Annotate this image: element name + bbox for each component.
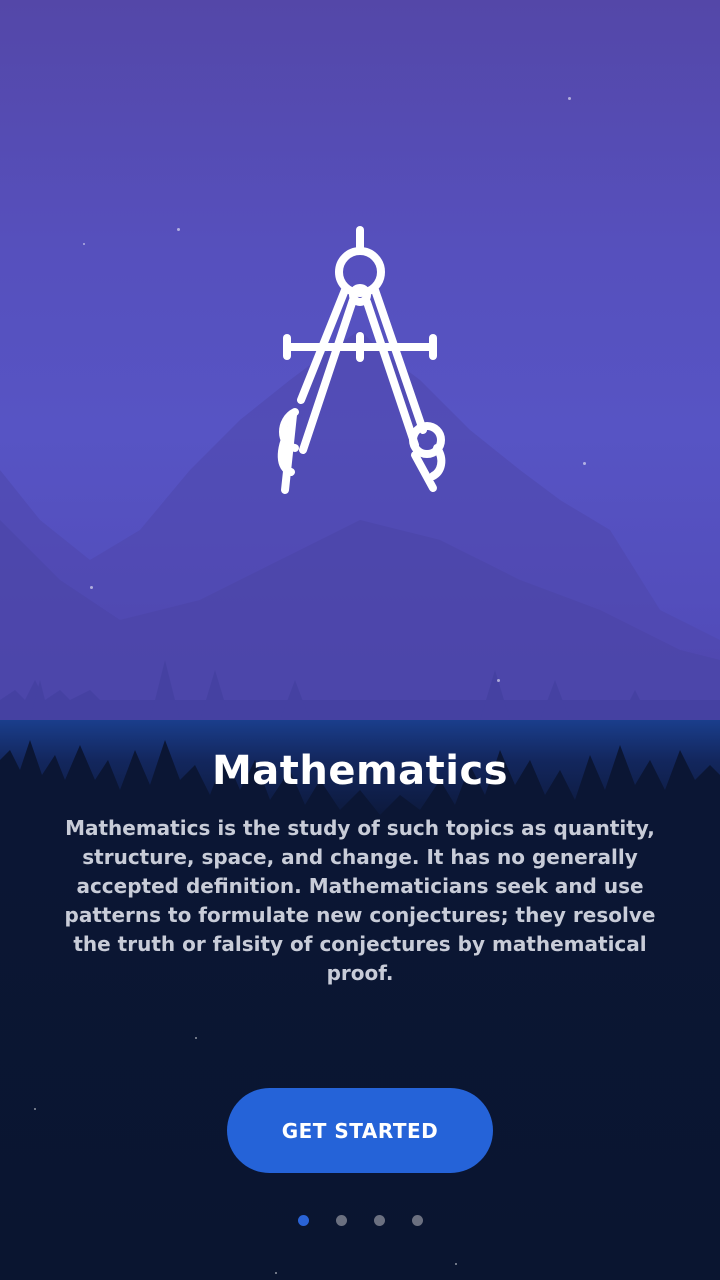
star-decoration (497, 679, 500, 682)
compass-icon (265, 220, 455, 510)
get-started-button[interactable]: GET STARTED (227, 1088, 493, 1173)
slide-title: Mathematics (211, 748, 509, 794)
star-decoration (177, 228, 180, 231)
star-decoration (455, 1263, 457, 1265)
star-decoration (83, 243, 85, 245)
hero-background (0, 0, 720, 720)
star-decoration (583, 462, 586, 465)
star-decoration (275, 1272, 277, 1274)
content-panel (0, 720, 720, 1280)
page-dot-2[interactable] (335, 1215, 347, 1226)
page-dot-1[interactable] (297, 1215, 309, 1226)
star-decoration (195, 1037, 197, 1039)
slide-description: Mathematics is the study of such topics … (64, 816, 656, 985)
mountain-background (0, 330, 720, 720)
treeline-background (0, 740, 720, 840)
star-decoration (568, 97, 571, 100)
star-decoration (90, 586, 93, 589)
page-dot-4[interactable] (411, 1215, 423, 1226)
page-dot-3[interactable] (373, 1215, 385, 1226)
page-indicator (0, 1215, 720, 1227)
star-decoration (34, 1108, 36, 1110)
